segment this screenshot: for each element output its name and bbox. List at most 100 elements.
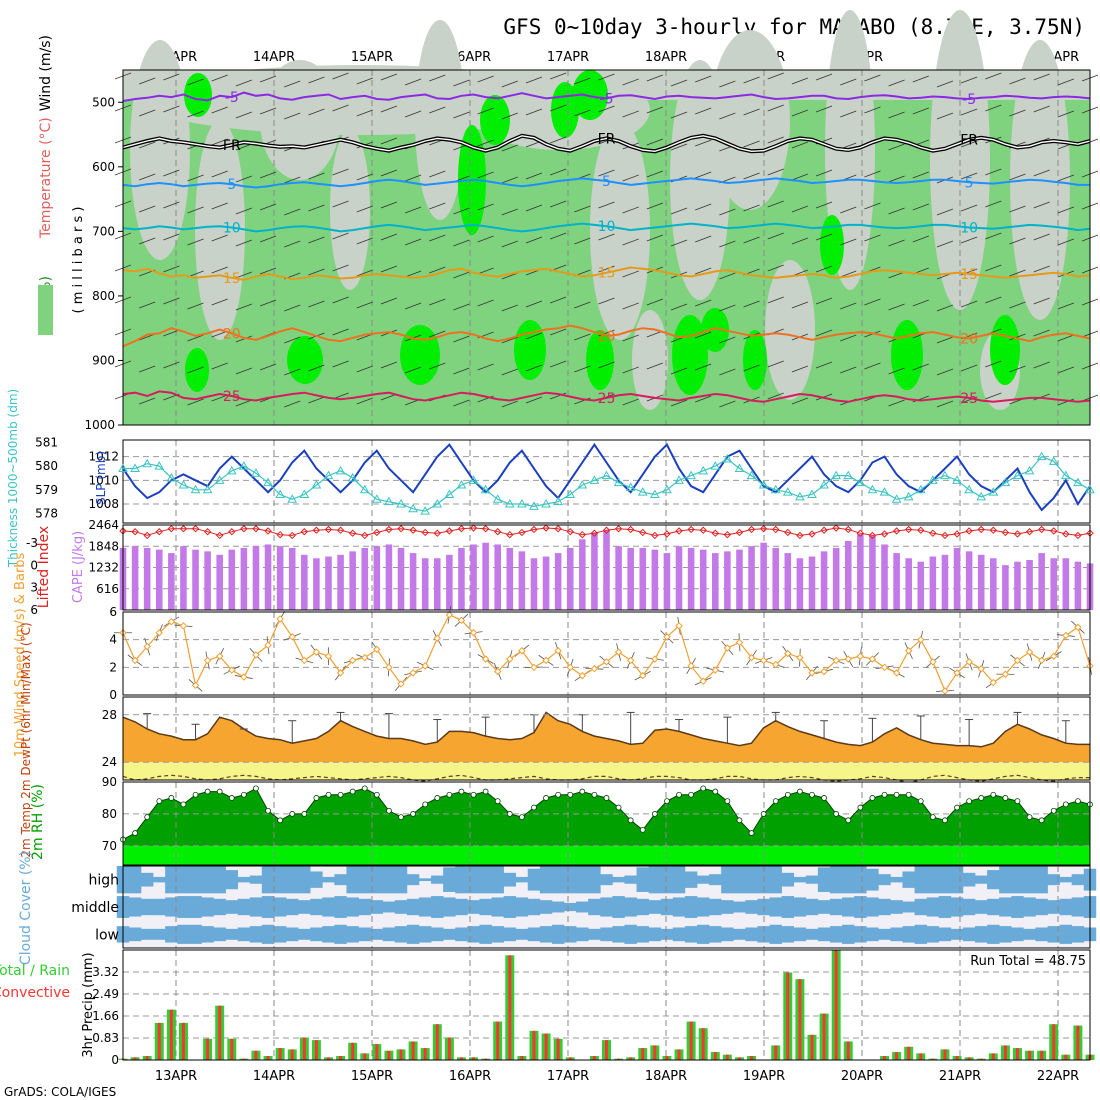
upper-air-ytick-label: 500: [92, 95, 115, 109]
wind-barb: [888, 207, 905, 215]
lifted-index-marker: [433, 529, 441, 537]
lifted-index-marker: [530, 525, 538, 534]
lifted-index-marker: [772, 525, 780, 534]
cape-bar: [844, 541, 852, 610]
wind-barb: [501, 208, 518, 216]
cloud-cell: [346, 866, 359, 894]
cape-bar: [1026, 559, 1033, 610]
cape-bar: [482, 542, 489, 610]
cloud-cell: [817, 900, 831, 914]
thickness-marker: [1036, 451, 1047, 461]
wind-barb: [912, 395, 929, 403]
wind-barb: [284, 176, 301, 184]
wind-barb: [429, 330, 446, 338]
wind-barb: [622, 206, 639, 214]
rh2m-marker: [325, 791, 332, 798]
thickness-marker: [178, 480, 189, 489]
rh2m-marker: [712, 788, 719, 795]
wind-barb: [622, 366, 639, 374]
cloud-cell: [177, 896, 190, 918]
cloud-cell: [769, 924, 782, 944]
cloud-cell: [974, 900, 988, 914]
cloud-cell: [1059, 898, 1073, 916]
cape-bar: [554, 553, 562, 610]
wind-barb: [1033, 105, 1050, 113]
precip-convective-bar: [1003, 1045, 1007, 1060]
cloud-cell: [648, 900, 662, 914]
isotherm-label: -5: [600, 91, 614, 107]
rh2m-marker: [772, 798, 779, 805]
cloud-cell: [491, 866, 504, 894]
wind-barb: [453, 79, 470, 87]
wind10m-marker: [167, 617, 176, 626]
cape-bar: [313, 558, 320, 610]
rh2m-marker: [615, 804, 622, 811]
wind-barb: [912, 235, 929, 243]
thickness-marker: [1000, 477, 1011, 487]
upper-air-ylabel: RH (%)Temperature (°C)Wind (m/s): [38, 35, 54, 325]
rh-saturated-area-5: [480, 95, 510, 145]
wind-barb: [453, 111, 470, 119]
lifted-index-marker: [469, 524, 478, 532]
cape-tick-label: 616: [96, 582, 119, 596]
top-date-label: 18APR: [645, 50, 687, 65]
cloud-cell: [564, 866, 577, 894]
wind-barb: [259, 203, 277, 211]
thickness-marker: [1012, 470, 1023, 480]
precip-convective-bar: [290, 1049, 294, 1060]
rh-saturated-area-14: [891, 320, 923, 390]
cape-bar: [977, 554, 985, 610]
wind-barb: [139, 77, 156, 85]
precip-convective-bar: [447, 1037, 451, 1060]
cloud-cell: [624, 875, 637, 884]
wind-barb: [719, 304, 736, 312]
wind-barb: [719, 336, 736, 344]
wind10m-marker: [892, 669, 901, 677]
thickness-marker: [541, 499, 551, 508]
precip-convective-bar: [1015, 1048, 1019, 1060]
cloud-cell: [358, 866, 371, 894]
thickness-marker: [275, 489, 285, 499]
cloud-cell: [431, 875, 444, 884]
wind-barb: [501, 368, 518, 376]
precip-panel: 0 0.83 1.66 2.49 3.32 Run Total = 48.75 3hr Pr…: [0, 949, 1095, 1067]
upper-air-ytick-label: 900: [92, 353, 115, 367]
wind-barb: [356, 77, 373, 85]
cloud-cell: [854, 896, 867, 918]
precip-convective-bar: [1052, 1024, 1056, 1060]
cloud-cell: [213, 866, 226, 894]
wind-barb: [695, 267, 712, 275]
wind-barb: [356, 237, 373, 245]
wind10m-marker: [917, 635, 925, 644]
wind-barb: [332, 296, 349, 304]
wind-barb: [767, 232, 784, 240]
cloud-cell: [418, 926, 432, 943]
lifted-index-marker: [1037, 525, 1046, 534]
cloud-cell: [600, 897, 613, 917]
wind-barb: [308, 364, 325, 372]
wind10m-marker: [977, 665, 985, 673]
wind-barb: [622, 110, 639, 118]
cloud-cell: [902, 871, 915, 888]
cape-bar: [566, 547, 574, 610]
wind-barb: [235, 271, 253, 279]
thickness-marker: [553, 496, 564, 506]
cape-bar: [373, 546, 381, 610]
wind-barb: [598, 233, 615, 241]
wind-barb: [695, 331, 712, 339]
precip-convective-bar: [592, 1056, 596, 1060]
thickness-marker: [746, 470, 757, 480]
cloud-cell: [576, 866, 589, 894]
cloud-cell: [962, 927, 976, 942]
wind-barb: [525, 76, 543, 84]
lifted-index-marker: [131, 528, 139, 536]
lifted-index-marker: [264, 527, 272, 535]
wind-barb: [791, 109, 809, 117]
thickness-marker: [456, 480, 467, 489]
cloud-cell: [1071, 926, 1085, 943]
rh2m-marker: [349, 788, 356, 795]
wind-barb: [404, 270, 422, 278]
wind-barb: [888, 399, 905, 407]
wind10m-marker: [832, 656, 840, 665]
